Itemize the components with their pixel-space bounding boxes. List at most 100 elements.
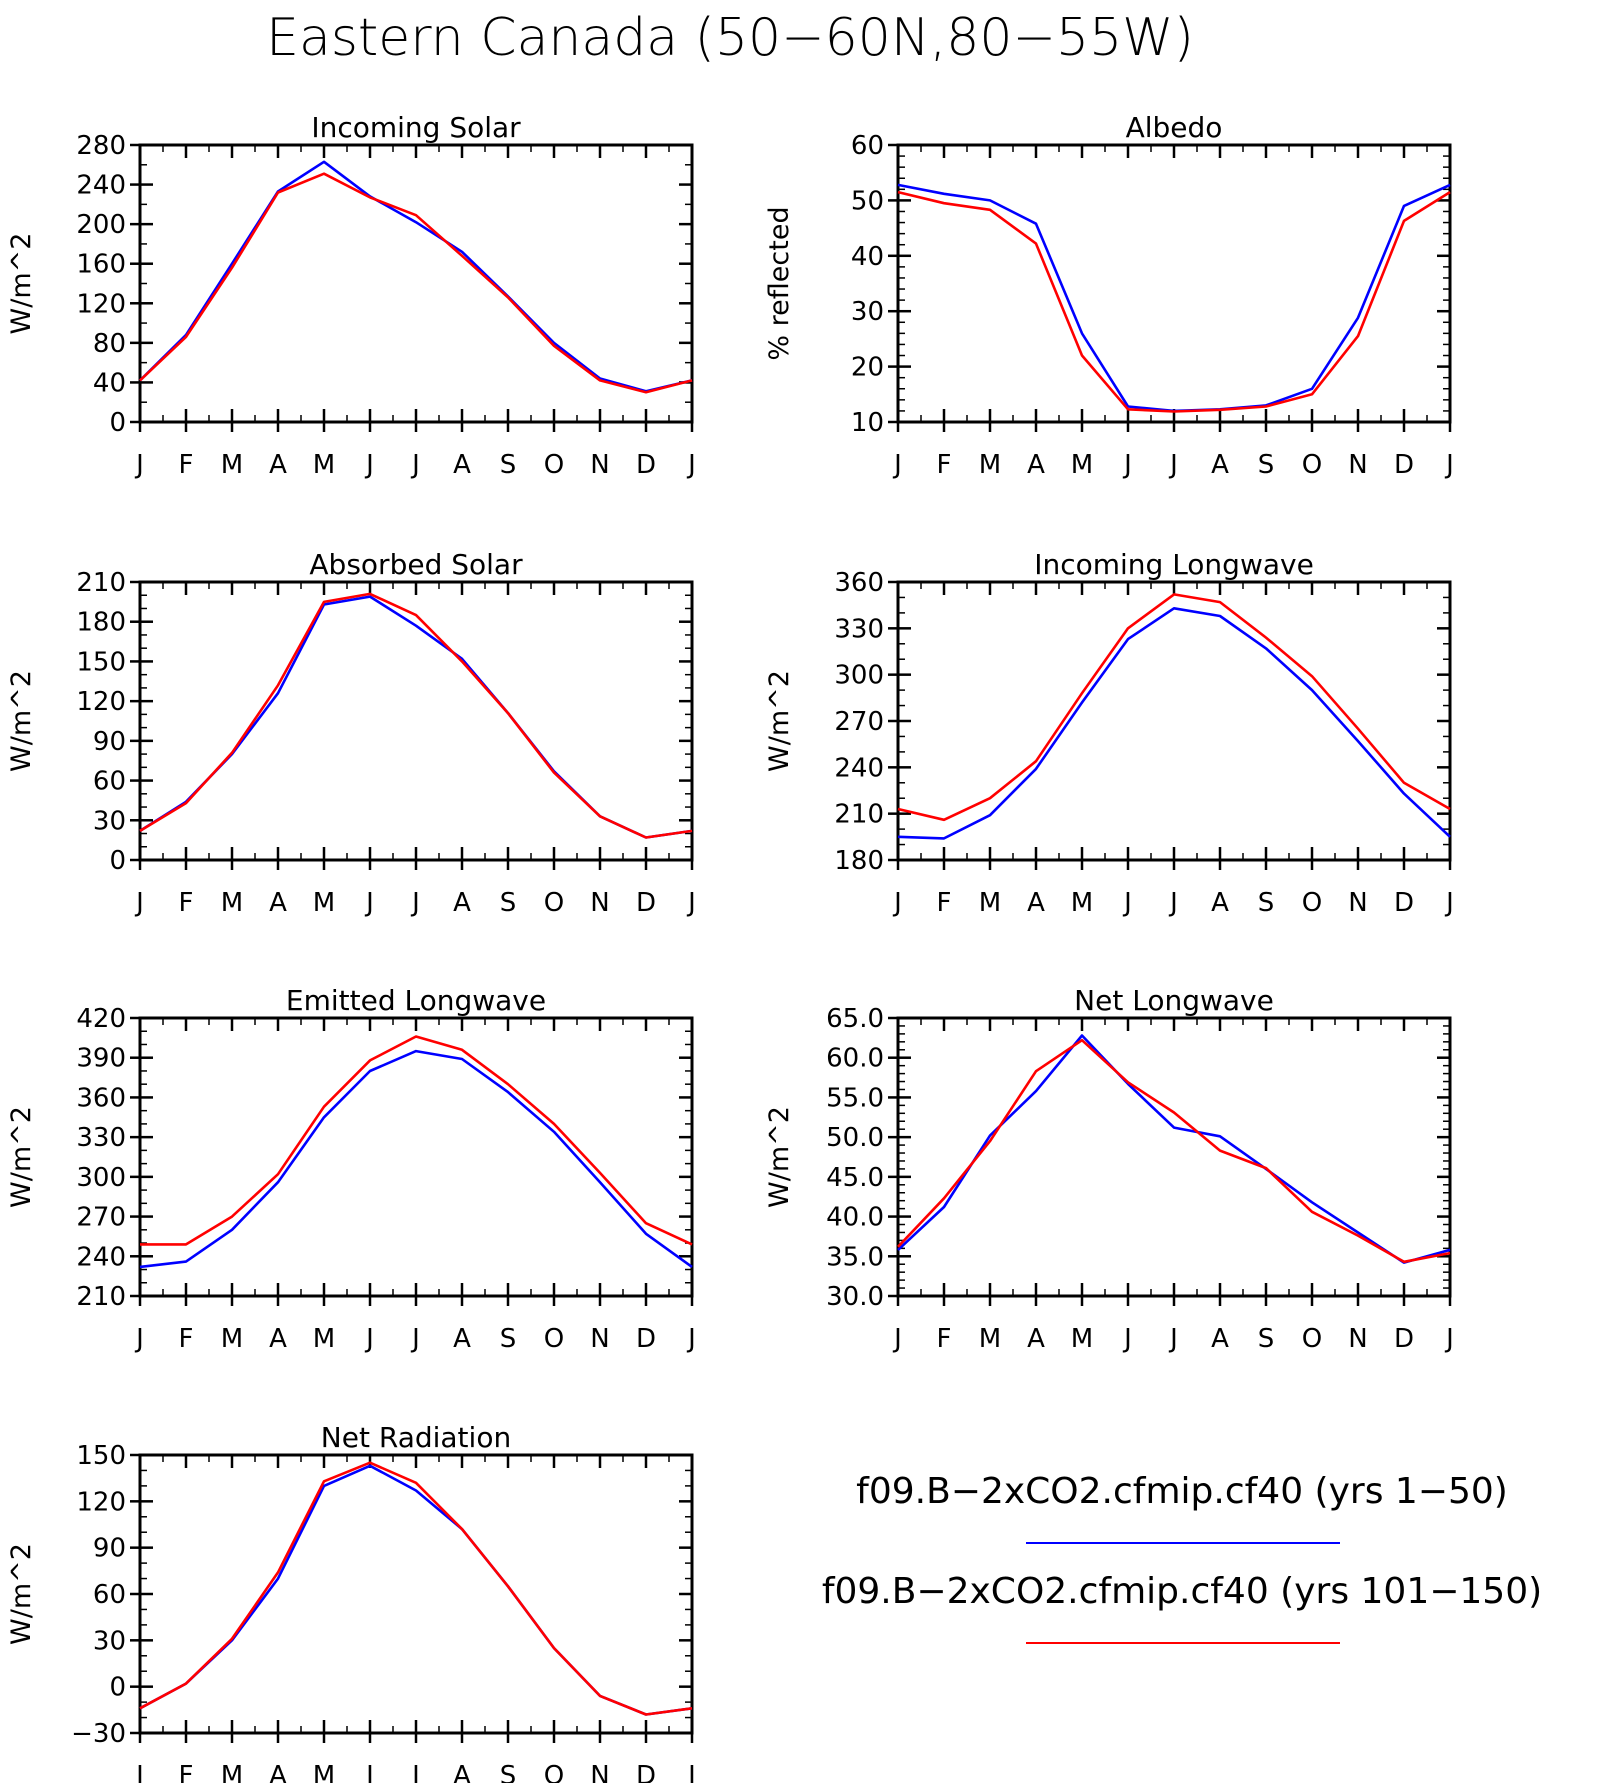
y-tick-label: 90 bbox=[93, 727, 126, 757]
legend-label-blue: f09.B−2xCO2.cfmip.cf40 (yrs 1−50) bbox=[856, 1471, 1508, 1512]
y-tick-label: 60 bbox=[93, 767, 126, 797]
x-tick-label: M bbox=[979, 888, 1001, 918]
x-tick-label: J bbox=[1122, 1324, 1132, 1354]
x-tick-label: O bbox=[544, 450, 564, 480]
x-tick-label: A bbox=[1211, 450, 1229, 480]
x-tick-label: D bbox=[636, 888, 656, 918]
series-line-red bbox=[139, 1461, 693, 1716]
x-tick-label: O bbox=[544, 1761, 564, 1783]
x-tick-label: M bbox=[979, 450, 1001, 480]
x-tick-label: M bbox=[313, 888, 335, 918]
x-tick-label: A bbox=[453, 1761, 471, 1783]
x-tick-label: A bbox=[453, 888, 471, 918]
x-tick-label: J bbox=[686, 888, 696, 918]
panel-incoming-longwave: J F M A M J J A S O N D J180210240270300330360Incomi… bbox=[764, 548, 1454, 918]
y-tick-label: 420 bbox=[76, 1004, 126, 1034]
y-tick-label: 0 bbox=[109, 1673, 126, 1703]
panel-title: Emitted Longwave bbox=[286, 984, 546, 1017]
x-tick-label: A bbox=[1027, 450, 1045, 480]
x-tick-label: J bbox=[364, 888, 374, 918]
x-tick-label: O bbox=[544, 1324, 564, 1354]
x-tick-label: M bbox=[979, 1324, 1001, 1354]
x-tick-label: F bbox=[937, 1324, 952, 1354]
x-tick-label: D bbox=[636, 1761, 656, 1783]
y-tick-label: 330 bbox=[834, 614, 884, 644]
x-tick-label: A bbox=[269, 888, 287, 918]
panel-incoming-solar: J F M A M J J A S O N D J04080120160200240280Incomin… bbox=[6, 111, 696, 480]
x-tick-label: D bbox=[1394, 1324, 1414, 1354]
x-tick-label: A bbox=[453, 1324, 471, 1354]
y-tick-label: 30.0 bbox=[826, 1282, 884, 1312]
x-tick-label: O bbox=[544, 888, 564, 918]
x-tick-label: M bbox=[221, 1324, 243, 1354]
series-line-red bbox=[139, 172, 693, 394]
panel-title: Absorbed Solar bbox=[309, 548, 523, 581]
y-tick-label: 30 bbox=[93, 806, 126, 836]
x-tick-label: A bbox=[1027, 1324, 1045, 1354]
y-tick-label: 40.0 bbox=[826, 1203, 884, 1233]
x-tick-label: J bbox=[1444, 1324, 1454, 1354]
series-line-red bbox=[897, 1038, 1451, 1264]
y-tick-label: 0 bbox=[109, 408, 126, 438]
plot-frame bbox=[896, 1016, 1452, 1298]
x-tick-label: A bbox=[269, 450, 287, 480]
x-tick-label: M bbox=[221, 888, 243, 918]
x-tick-label: F bbox=[937, 888, 952, 918]
y-tick-label: 210 bbox=[76, 1282, 126, 1312]
y-tick-label: 30 bbox=[851, 297, 884, 327]
x-tick-label: J bbox=[410, 1324, 420, 1354]
x-tick-label: J bbox=[686, 1324, 696, 1354]
panel-title: Net Radiation bbox=[321, 1421, 511, 1454]
x-tick-label: F bbox=[179, 450, 194, 480]
y-tick-label: 150 bbox=[76, 1441, 126, 1471]
x-tick-label: N bbox=[1348, 450, 1367, 480]
x-tick-label: N bbox=[590, 1761, 609, 1783]
y-tick-label: 20 bbox=[851, 353, 884, 383]
series-line-blue bbox=[897, 183, 1451, 413]
plot-frame bbox=[138, 1016, 694, 1298]
y-tick-label: 30 bbox=[93, 1626, 126, 1656]
y-tick-label: 40 bbox=[93, 368, 126, 398]
y-tick-label: 0 bbox=[109, 846, 126, 876]
series-line-red bbox=[897, 190, 1451, 413]
plot-frame bbox=[138, 580, 694, 862]
x-tick-label: J bbox=[1444, 888, 1454, 918]
x-tick-label: J bbox=[892, 1324, 902, 1354]
x-tick-label: F bbox=[179, 1324, 194, 1354]
x-tick-label: J bbox=[1168, 888, 1178, 918]
x-tick-label: F bbox=[179, 1761, 194, 1783]
x-tick-label: M bbox=[221, 1761, 243, 1783]
y-axis-label: W/m^2 bbox=[6, 1543, 37, 1645]
x-tick-label: J bbox=[410, 888, 420, 918]
x-tick-label: J bbox=[364, 1761, 374, 1783]
panel-net-longwave: J F M A M J J A S O N D J30.035.040.045.050.055.060.… bbox=[764, 984, 1454, 1354]
x-tick-label: F bbox=[179, 888, 194, 918]
x-tick-label: S bbox=[1258, 450, 1275, 480]
series-line-blue bbox=[139, 595, 693, 839]
x-tick-label: J bbox=[134, 1324, 144, 1354]
x-tick-label: S bbox=[500, 1324, 517, 1354]
y-tick-label: 180 bbox=[76, 608, 126, 638]
legend: f09.B−2xCO2.cfmip.cf40 (yrs 1−50) f09.B−… bbox=[822, 1471, 1542, 1644]
y-tick-label: 35.0 bbox=[826, 1242, 884, 1272]
x-tick-label: J bbox=[892, 888, 902, 918]
y-tick-label: 50 bbox=[851, 186, 884, 216]
x-tick-label: F bbox=[937, 450, 952, 480]
y-tick-label: 55.0 bbox=[826, 1083, 884, 1113]
x-tick-label: M bbox=[313, 1324, 335, 1354]
x-tick-label: J bbox=[1122, 888, 1132, 918]
x-tick-label: J bbox=[134, 888, 144, 918]
y-tick-label: −30 bbox=[71, 1719, 126, 1749]
x-tick-label: S bbox=[1258, 888, 1275, 918]
x-tick-label: A bbox=[1027, 888, 1045, 918]
x-tick-label: J bbox=[410, 450, 420, 480]
y-tick-label: 40 bbox=[851, 242, 884, 272]
series-line-red bbox=[897, 593, 1451, 822]
x-tick-label: J bbox=[1444, 450, 1454, 480]
y-tick-label: 270 bbox=[834, 707, 884, 737]
x-tick-label: A bbox=[269, 1324, 287, 1354]
x-tick-label: S bbox=[500, 450, 517, 480]
y-tick-label: 65.0 bbox=[826, 1004, 884, 1034]
x-tick-label: J bbox=[134, 1761, 144, 1783]
